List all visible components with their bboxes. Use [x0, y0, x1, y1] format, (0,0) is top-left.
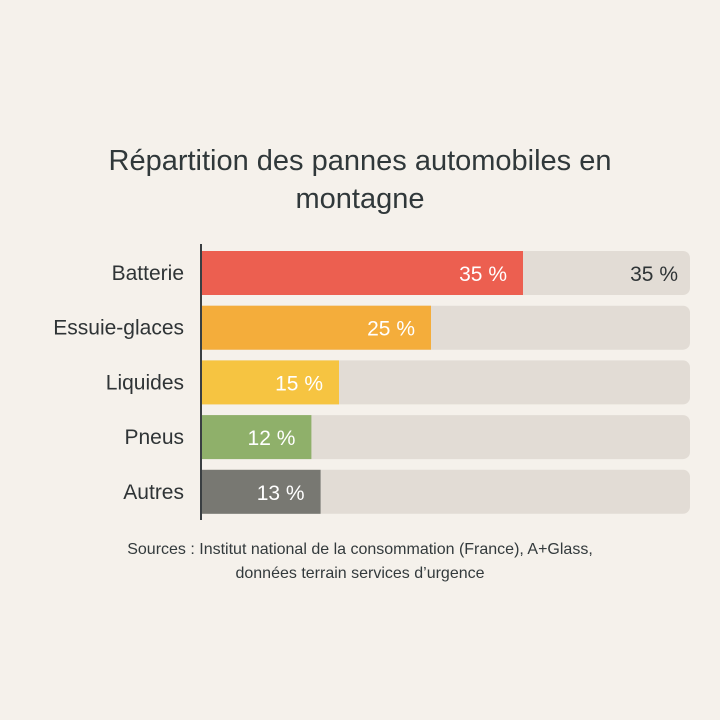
data-label: 25 % [367, 318, 415, 341]
data-label: 12 % [248, 427, 296, 450]
bar-batterie [201, 251, 523, 295]
bar-pneus [201, 415, 312, 460]
category-label: Essuie-glaces [53, 317, 184, 340]
bar-liquides [201, 360, 339, 405]
bar-autres [201, 469, 321, 514]
chart-title: Répartition des pannes automobiles en mo… [108, 145, 612, 215]
bar-track [201, 469, 690, 514]
data-label: 13 % [257, 482, 305, 505]
bar-track [201, 415, 690, 460]
data-label: 15 % [275, 372, 323, 395]
source-note: Sources : Institut national de la consom… [40, 538, 680, 586]
data-label: 35 % [459, 263, 507, 286]
category-label: Pneus [124, 426, 184, 449]
category-label: Batterie [112, 262, 184, 285]
category-label: Liquides [106, 371, 184, 394]
source-line-1: Sources : Institut national de la consom… [127, 541, 593, 558]
bar-essuie-glaces [201, 305, 431, 350]
category-label: Autres [123, 481, 184, 504]
source-line-2: données terrain services d’urgence [235, 565, 485, 582]
track-end-label: 35 % [630, 263, 678, 286]
